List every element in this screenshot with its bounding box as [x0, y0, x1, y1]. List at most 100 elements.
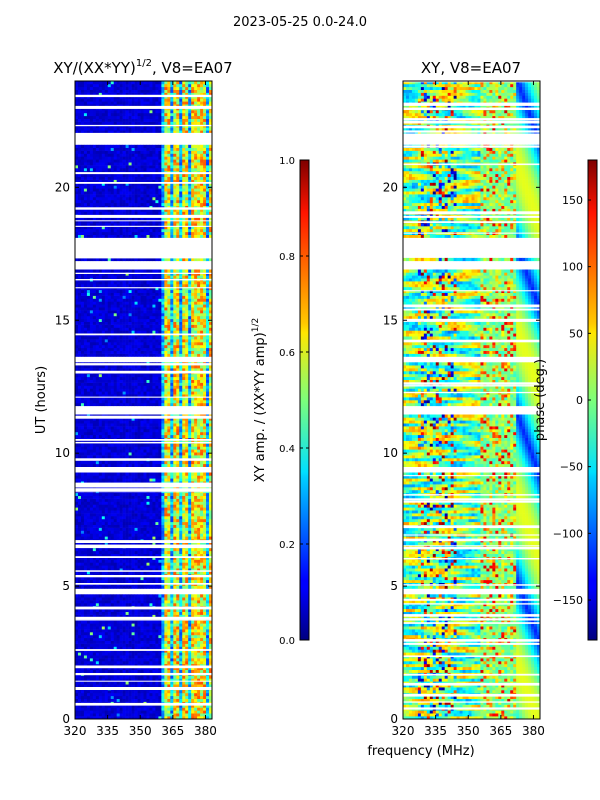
- amplitude-cell: [158, 547, 162, 552]
- amplitude-cell: [209, 620, 212, 624]
- amplitude-cell: [110, 692, 115, 697]
- amplitude-cell: [89, 431, 94, 436]
- amplitude-cell: [131, 678, 135, 682]
- amplitude-cell: [104, 611, 109, 615]
- amplitude-cell: [176, 550, 180, 554]
- amplitude-cell: [191, 504, 195, 508]
- amplitude-cell: [80, 594, 85, 598]
- amplitude-cell: [75, 632, 79, 636]
- amplitude-cell: [101, 510, 106, 514]
- amplitude-cell: [83, 623, 88, 627]
- amplitude-cell: [170, 681, 174, 685]
- amplitude-cell: [170, 629, 174, 633]
- amplitude-cell: [92, 643, 97, 647]
- amplitude-cell: [104, 666, 109, 670]
- amplitude-cell: [155, 675, 159, 679]
- amplitude-cell: [161, 498, 165, 502]
- amplitude-cell: [188, 513, 192, 517]
- amplitude-cell: [200, 498, 204, 502]
- amplitude-cell: [95, 426, 100, 430]
- amplitude-cell: [107, 449, 112, 453]
- amplitude-cell: [110, 713, 115, 717]
- amplitude-cell: [188, 634, 192, 639]
- amplitude-cell: [203, 521, 207, 525]
- amplitude-cell: [170, 498, 174, 502]
- amplitude-cell: [122, 559, 126, 563]
- amplitude-cell: [125, 646, 129, 650]
- amplitude-cell: [161, 620, 165, 624]
- amplitude-cell: [140, 460, 144, 465]
- amplitude-cell: [125, 632, 129, 636]
- amplitude-cell: [119, 707, 123, 711]
- amplitude-cell: [98, 431, 103, 436]
- amplitude-cell: [95, 620, 100, 624]
- amplitude-cell: [128, 478, 132, 482]
- amplitude-cell: [161, 556, 165, 560]
- amplitude-cell: [104, 542, 109, 546]
- amplitude-cell: [143, 707, 147, 711]
- amplitude-cell: [188, 492, 192, 496]
- amplitude-cell: [182, 655, 186, 659]
- amplitude-cell: [89, 649, 94, 653]
- amplitude-cell: [209, 391, 212, 395]
- amplitude-cell: [182, 640, 186, 644]
- amplitude-cell: [167, 443, 171, 447]
- amplitude-cell: [83, 423, 88, 427]
- amplitude-cell: [161, 385, 165, 389]
- amplitude-cell: [197, 530, 201, 534]
- amplitude-cell: [75, 562, 79, 566]
- amplitude-cell: [167, 690, 171, 694]
- amplitude-cell: [197, 661, 201, 665]
- amplitude-cell: [200, 521, 204, 525]
- amplitude-cell: [164, 600, 168, 604]
- amplitude-cell: [149, 527, 153, 531]
- amplitude-cell: [194, 542, 198, 546]
- amplitude-cell: [188, 658, 192, 662]
- amplitude-cell: [92, 394, 97, 398]
- amplitude-cell: [182, 550, 186, 554]
- amplitude-cell: [80, 658, 85, 662]
- amplitude-cell: [185, 579, 189, 583]
- amplitude-cell: [131, 524, 135, 528]
- amplitude-cell: [200, 391, 204, 395]
- amplitude-cell: [194, 530, 198, 534]
- amplitude-cell: [98, 704, 103, 708]
- amplitude-cell: [86, 704, 91, 708]
- amplitude-cell: [203, 690, 207, 694]
- amplitude-cell: [200, 684, 204, 688]
- amplitude-cell: [122, 402, 126, 407]
- amplitude-cell: [179, 597, 183, 601]
- amplitude-cell: [209, 655, 212, 659]
- amplitude-cell: [134, 530, 138, 534]
- amplitude-cell: [137, 684, 141, 688]
- amplitude-cell: [137, 661, 141, 665]
- amplitude-cell: [104, 629, 109, 633]
- amplitude-cell: [161, 423, 165, 427]
- amplitude-cell: [146, 547, 150, 552]
- amplitude-cell: [116, 585, 120, 589]
- amplitude-cell: [134, 385, 138, 389]
- amplitude-cell: [155, 600, 159, 604]
- amplitude-cell: [197, 597, 201, 601]
- amplitude-cell: [113, 452, 117, 456]
- amplitude-cell: [158, 623, 162, 627]
- amplitude-cell: [161, 524, 165, 528]
- amplitude-cell: [203, 713, 207, 717]
- amplitude-cell: [170, 669, 174, 673]
- amplitude-cell: [125, 710, 129, 714]
- amplitude-cell: [98, 452, 103, 456]
- amplitude-cell: [92, 417, 97, 421]
- amplitude-cell: [203, 632, 207, 636]
- amplitude-cell: [200, 423, 204, 427]
- amplitude-cell: [164, 597, 168, 601]
- amplitude-cell: [164, 455, 168, 459]
- amplitude-cell: [200, 402, 204, 407]
- amplitude-cell: [176, 655, 180, 659]
- amplitude-cell: [80, 579, 85, 583]
- amplitude-cell: [164, 614, 168, 618]
- amplitude-cell: [185, 632, 189, 636]
- amplitude-cell: [200, 550, 204, 554]
- amplitude-cell: [143, 637, 147, 641]
- amplitude-cell: [113, 501, 117, 505]
- amplitude-cell: [128, 562, 132, 566]
